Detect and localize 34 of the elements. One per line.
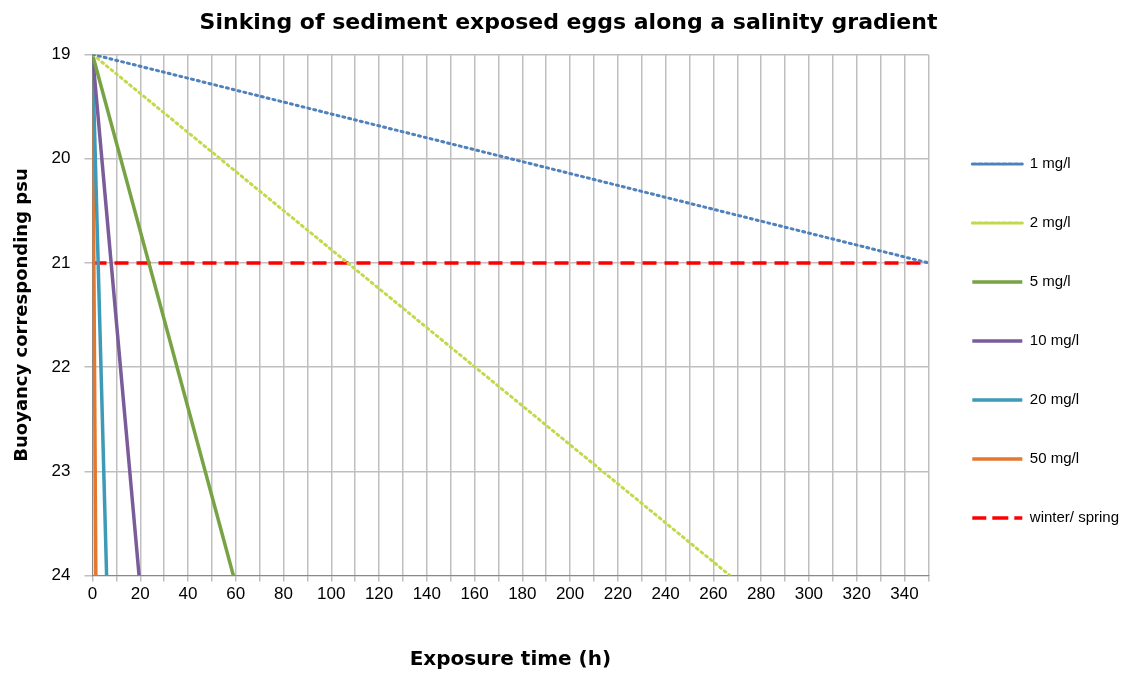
legend-label: winter/ spring (1028, 508, 1119, 526)
x-tick-label: 120 (364, 584, 394, 604)
y-tick-label: 19 (51, 44, 71, 64)
x-tick-label: 300 (794, 584, 824, 604)
chart-title: Sinking of sediment exposed eggs along a salinity gradient (199, 8, 938, 34)
y-tick-label: 22 (51, 356, 71, 376)
y-tick-label: 20 (51, 148, 71, 168)
x-tick-label: 180 (508, 584, 537, 604)
x-tick-label: 160 (460, 584, 489, 604)
x-tick-label: 60 (226, 584, 246, 604)
legend-label: 20 mg/l (1029, 390, 1079, 408)
y-tick-label: 23 (51, 461, 71, 481)
x-tick-label: 0 (87, 584, 98, 604)
legend-label: 1 mg/l (1029, 154, 1071, 172)
y-axis-title: Buoyancy corresponding psu (10, 168, 32, 462)
x-tick-label: 200 (555, 584, 585, 604)
x-tick-label: 40 (178, 584, 198, 604)
x-tick-label: 20 (130, 584, 150, 604)
x-axis-title: Exposure time (h) (409, 646, 612, 671)
y-tick-label: 24 (51, 565, 71, 585)
legend-label: 2 mg/l (1029, 213, 1071, 231)
x-tick-label: 340 (890, 584, 919, 604)
legend-label: 50 mg/l (1029, 449, 1079, 467)
legend-label: 10 mg/l (1029, 331, 1079, 349)
x-tick-label: 280 (746, 584, 776, 604)
x-tick-label: 320 (842, 584, 871, 604)
x-tick-label: 240 (651, 584, 680, 604)
y-tick-label: 21 (51, 252, 71, 272)
x-tick-label: 140 (412, 584, 442, 604)
x-tick-label: 220 (603, 584, 633, 604)
x-tick-label: 80 (274, 584, 294, 604)
x-tick-label: 260 (699, 584, 728, 604)
legend-label: 5 mg/l (1029, 272, 1071, 290)
x-tick-label: 100 (317, 584, 346, 604)
